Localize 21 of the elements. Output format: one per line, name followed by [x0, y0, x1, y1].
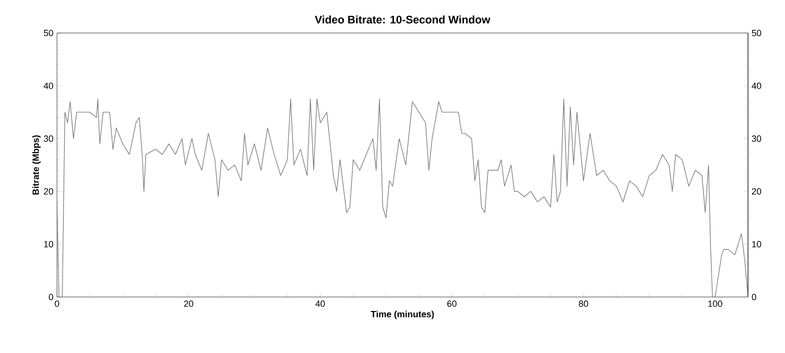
- x-tick-label: 100: [708, 300, 722, 307]
- y2-tick-label: 20: [752, 188, 762, 195]
- y2-tick-label: 30: [752, 135, 762, 142]
- chart-title: Video Bitrate: 10-Second Window: [314, 15, 490, 24]
- y-axis-title: Bitrate (Mbps): [32, 135, 41, 195]
- y-tick-label: 40: [44, 82, 54, 89]
- y2-tick-label: 0: [752, 294, 756, 300]
- x-tick-label: 60: [447, 300, 457, 307]
- y-tick-label: 20: [44, 188, 54, 195]
- y2-tick-label: 10: [752, 241, 762, 248]
- x-tick-label: 80: [578, 300, 588, 307]
- y2-tick-label: 40: [752, 82, 762, 89]
- y-tick-label: 10: [44, 241, 54, 248]
- y2-tick-label: 50: [752, 30, 762, 36]
- x-tick-label: 0: [54, 300, 60, 307]
- x-axis-title: Time (minutes): [370, 310, 434, 320]
- y-tick-label: 50: [44, 30, 54, 36]
- y-tick-label: 30: [44, 135, 54, 142]
- y-tick-label: 0: [48, 294, 54, 300]
- x-tick-label: 20: [184, 300, 194, 307]
- x-tick-label: 40: [315, 300, 325, 307]
